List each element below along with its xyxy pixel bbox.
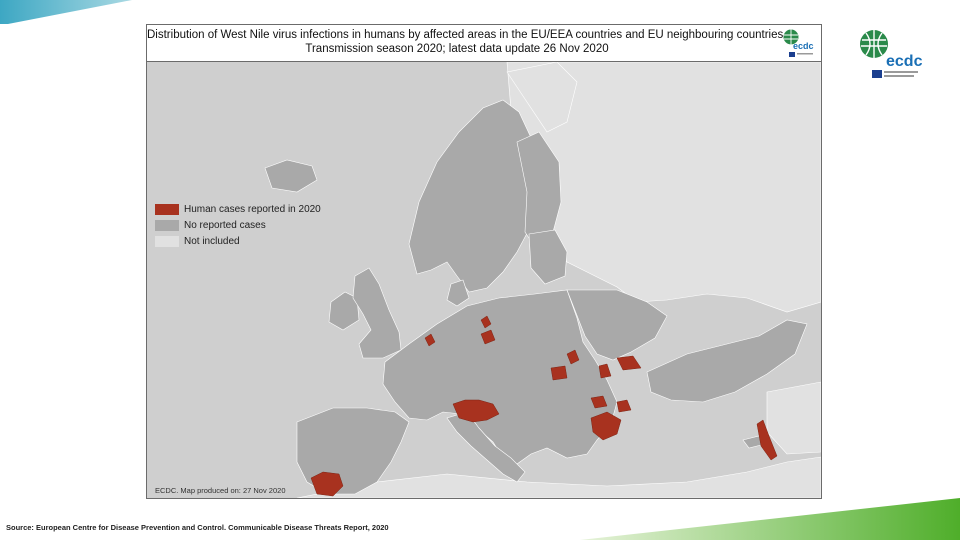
source-caption: Source: European Centre for Disease Prev… xyxy=(6,523,389,532)
legend-label-cases: Human cases reported in 2020 xyxy=(184,203,321,215)
iceland xyxy=(264,159,318,193)
map-title-box: Distribution of West Nile virus infectio… xyxy=(147,25,821,62)
no-reported-areas xyxy=(264,99,808,495)
map-legend: Human cases reported in 2020 No reported… xyxy=(155,201,321,249)
ecdc-small-logo: ecdc xyxy=(783,29,814,57)
baltics xyxy=(528,229,568,285)
case-area-germany-1 xyxy=(480,315,492,329)
legend-item-cases: Human cases reported in 2020 xyxy=(155,201,321,217)
turkey-caucasus xyxy=(646,319,808,403)
case-area-netherlands xyxy=(424,333,436,347)
ecdc-logo: ecdc xyxy=(860,30,922,78)
scandinavia xyxy=(408,99,540,293)
case-area-israel xyxy=(756,419,778,461)
legend-item-no-cases: No reported cases xyxy=(155,217,321,233)
top-accent-bar xyxy=(0,0,132,24)
ireland xyxy=(328,291,360,331)
case-area-serbia xyxy=(590,395,608,409)
case-area-greece xyxy=(590,411,622,441)
north-africa-region xyxy=(296,456,821,498)
legend-label-no-cases: No reported cases xyxy=(184,219,266,231)
map-credit: ECDC. Map produced on: 27 Nov 2020 xyxy=(155,486,286,495)
great-britain xyxy=(352,267,402,359)
legend-swatch-cases xyxy=(155,203,179,215)
map-frame: Distribution of West Nile virus infectio… xyxy=(146,24,822,499)
case-area-germany-2 xyxy=(480,329,496,345)
west-continent xyxy=(382,289,618,465)
not-included-areas xyxy=(296,62,821,498)
italy xyxy=(446,411,526,483)
ukraine-belarus xyxy=(566,289,668,361)
mideast-region xyxy=(766,381,821,455)
small-logo-wordmark: ecdc xyxy=(793,41,814,51)
legend-label-not-included: Not included xyxy=(184,235,240,247)
map-subtitle: Transmission season 2020; latest data up… xyxy=(305,43,609,55)
logo-wordmark: ecdc xyxy=(886,53,922,70)
bottom-accent-bar xyxy=(580,498,960,540)
legend-swatch-no-cases xyxy=(155,219,179,231)
case-area-romania-2 xyxy=(616,355,642,371)
legend-swatch-not-included xyxy=(155,235,179,247)
case-area-romania-1 xyxy=(598,363,612,379)
case-area-italy-north xyxy=(452,399,500,423)
denmark xyxy=(446,279,470,307)
case-area-bulgaria xyxy=(616,399,632,413)
legend-item-not-included: Not included xyxy=(155,233,321,249)
case-area-spain-south xyxy=(310,471,344,497)
map-title: Distribution of West Nile virus infectio… xyxy=(147,29,784,41)
case-area-austria xyxy=(566,349,580,365)
svalbard-kola xyxy=(506,62,578,133)
europe-map xyxy=(264,62,821,498)
case-area-hungary xyxy=(550,365,568,381)
human-cases-areas xyxy=(310,315,778,497)
